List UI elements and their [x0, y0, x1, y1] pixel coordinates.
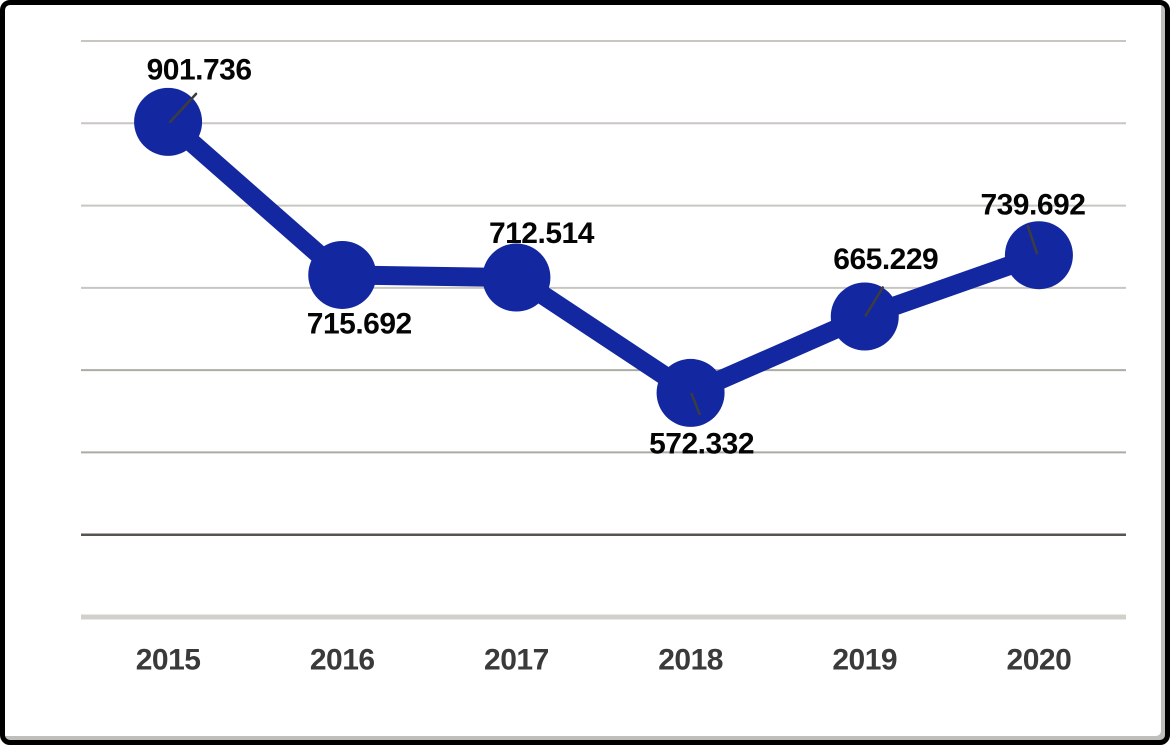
- label-leader-line: [168, 92, 198, 124]
- data-label-2019: 665.229: [833, 243, 938, 276]
- data-label-2018: 572.332: [649, 427, 754, 460]
- data-label-2017: 712.514: [489, 217, 595, 250]
- data-point-marker-2020: [1004, 221, 1073, 290]
- label-leader-line: [690, 392, 701, 416]
- x-axis-label-2017: 2017: [484, 644, 549, 677]
- data-label-2015: 901.736: [147, 53, 252, 86]
- x-axis-labels-group: 2015 2016 2017 2018 2019 2020: [136, 644, 1072, 677]
- x-axis-label-2020: 2020: [1007, 644, 1072, 677]
- data-label-2016: 715.692: [307, 307, 412, 340]
- x-axis-label-2015: 2015: [136, 644, 201, 677]
- data-point-marker-2018: [656, 358, 725, 427]
- leader-lines-group: [168, 92, 1039, 416]
- data-point-marker-2017: [482, 243, 551, 312]
- label-leader-line: [1026, 224, 1039, 255]
- x-axis-label-2018: 2018: [658, 644, 723, 677]
- data-labels-group: 901.736 715.692 712.514 572.332 665.229 739.6…: [147, 53, 1086, 460]
- x-axis-label-2016: 2016: [310, 644, 375, 677]
- series-group: [134, 87, 1073, 427]
- data-point-marker-2019: [830, 282, 899, 351]
- data-label-2020: 739.692: [980, 189, 1085, 222]
- x-axis-label-2019: 2019: [832, 644, 897, 677]
- data-point-marker-2016: [308, 240, 377, 309]
- label-leader-line: [864, 286, 884, 317]
